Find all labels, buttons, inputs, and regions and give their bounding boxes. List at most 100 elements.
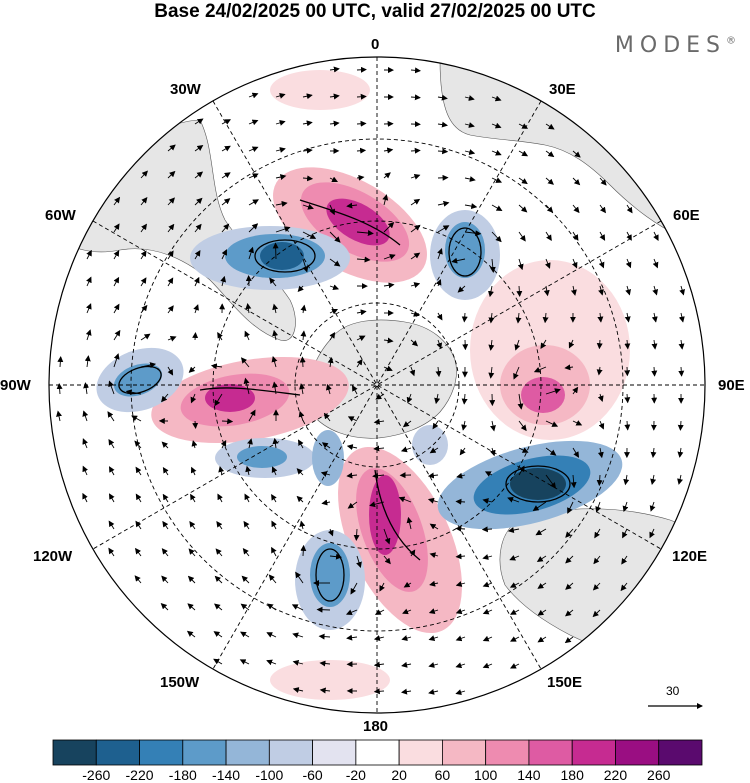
- wind-vector-icon: [356, 230, 374, 237]
- wind-vector-icon: [300, 304, 307, 314]
- wind-vector-icon: [266, 659, 277, 666]
- wind-vector-icon: [248, 199, 259, 206]
- wind-vector-icon: [167, 170, 176, 179]
- wind-vector-icon: [488, 285, 494, 298]
- wind-vector-icon: [429, 552, 439, 559]
- wind-vector-icon: [537, 582, 547, 589]
- wind-vector-icon: [398, 496, 412, 503]
- wind-vector-icon: [482, 554, 493, 560]
- wind-vector-icon: [193, 304, 199, 314]
- wind-vector-icon: [410, 339, 419, 347]
- wind-vector-icon: [572, 204, 580, 214]
- wind-vector-icon: [373, 661, 385, 668]
- wind-vector-icon: [241, 575, 250, 584]
- wind-vector-icon: [507, 496, 520, 503]
- wind-vector-icon: [510, 636, 520, 642]
- wind-vector-icon: [329, 204, 335, 216]
- wind-vector-icon: [56, 383, 63, 395]
- wind-vector-icon: [221, 249, 227, 260]
- wind-vector-icon: [491, 95, 502, 102]
- wind-vector-icon: [302, 175, 314, 182]
- wind-vector-icon: [83, 382, 90, 395]
- wind-vector-icon: [271, 520, 277, 530]
- wind-vector-icon: [190, 393, 197, 404]
- wind-vector-icon: [678, 366, 685, 377]
- wind-vector-icon: [135, 547, 142, 557]
- colorbar-tick-label: 180: [560, 767, 584, 783]
- wind-vector-icon: [545, 447, 557, 456]
- wind-vector-icon: [108, 438, 115, 449]
- wind-vector-icon: [292, 659, 304, 666]
- wind-vector-icon: [167, 336, 177, 342]
- colorbar-tick-label: -60: [302, 767, 323, 783]
- wind-vector-icon: [626, 204, 633, 214]
- wind-vector-icon: [356, 335, 366, 342]
- colorbar-tick-label: 140: [517, 767, 541, 783]
- wind-vector-icon: [545, 231, 552, 242]
- wind-vector-icon: [595, 501, 602, 513]
- wind-vector-icon: [592, 609, 601, 618]
- wind-vector-icon: [108, 547, 115, 557]
- wind-vector-icon: [194, 223, 202, 233]
- wind-vector-icon: [248, 92, 259, 99]
- wind-vector-icon: [491, 149, 502, 156]
- wind-vector-icon: [272, 437, 279, 449]
- contour-2: [505, 465, 571, 503]
- graticule: [49, 57, 705, 713]
- wind-vector-icon: [518, 465, 525, 476]
- wind-vector-icon: [109, 493, 115, 503]
- wind-vector-icon: [268, 574, 277, 584]
- wind-vector-icon: [243, 377, 250, 395]
- wind-vector-icon: [593, 555, 601, 565]
- colorbar-swatch: [225, 739, 270, 766]
- wind-vector-icon: [624, 393, 631, 404]
- wind-vector-icon: [545, 388, 561, 395]
- wind-vector-icon: [275, 226, 291, 233]
- wind-vector-icon: [456, 472, 466, 479]
- wind-vector-icon: [239, 659, 250, 665]
- lon-label-60e: 60E: [673, 207, 700, 224]
- wind-vector-icon: [302, 203, 314, 210]
- wind-vector-icon: [329, 258, 341, 267]
- wind-vector-icon: [321, 499, 331, 506]
- wind-vector-icon: [327, 528, 334, 537]
- wind-vector-icon: [383, 528, 391, 545]
- wind-vector-icon: [435, 366, 442, 378]
- colorbar-tick-label: -20: [345, 767, 366, 783]
- wind-vector-icon: [488, 312, 495, 324]
- colorbar-swatch: [398, 739, 443, 766]
- wind-vector-icon: [298, 410, 305, 422]
- wind-vector-icon: [210, 363, 223, 370]
- wind-vector-icon: [596, 366, 603, 376]
- colorbar-tick-label: 260: [647, 767, 671, 783]
- contour-4: [448, 227, 482, 277]
- wind-vector-icon: [372, 472, 385, 479]
- wind-vector-icon: [140, 304, 148, 314]
- wind-vector-icon: [298, 439, 304, 449]
- wind-vector-icon: [437, 148, 449, 155]
- wind-vector-icon: [247, 438, 253, 449]
- wind-vector-icon: [190, 466, 197, 476]
- wind-vector-icon: [400, 446, 412, 453]
- wind-vector-icon: [319, 687, 331, 694]
- wind-vector-icon: [624, 339, 631, 350]
- contour-6: [299, 199, 401, 246]
- pos-anomaly-4c: [521, 377, 565, 413]
- wind-vector-icon: [275, 119, 286, 126]
- wind-vector-icon: [410, 173, 421, 180]
- wind-vector-icon: [194, 145, 204, 152]
- wind-vector-icon: [296, 468, 304, 476]
- wind-vector-icon: [161, 548, 169, 557]
- wind-vector-icon: [543, 285, 550, 297]
- wind-vector-icon: [329, 231, 341, 243]
- wind-vector-icon: [84, 355, 91, 368]
- wind-vector-icon: [622, 501, 629, 513]
- wind-vector-icon: [461, 393, 468, 405]
- wind-vector-icon: [352, 385, 358, 395]
- colorbar-swatch: [485, 739, 530, 766]
- wind-vector-icon: [491, 122, 502, 129]
- wind-vector-icon: [565, 609, 574, 617]
- wind-vector-icon: [599, 204, 606, 214]
- wind-vector-icon: [269, 277, 277, 287]
